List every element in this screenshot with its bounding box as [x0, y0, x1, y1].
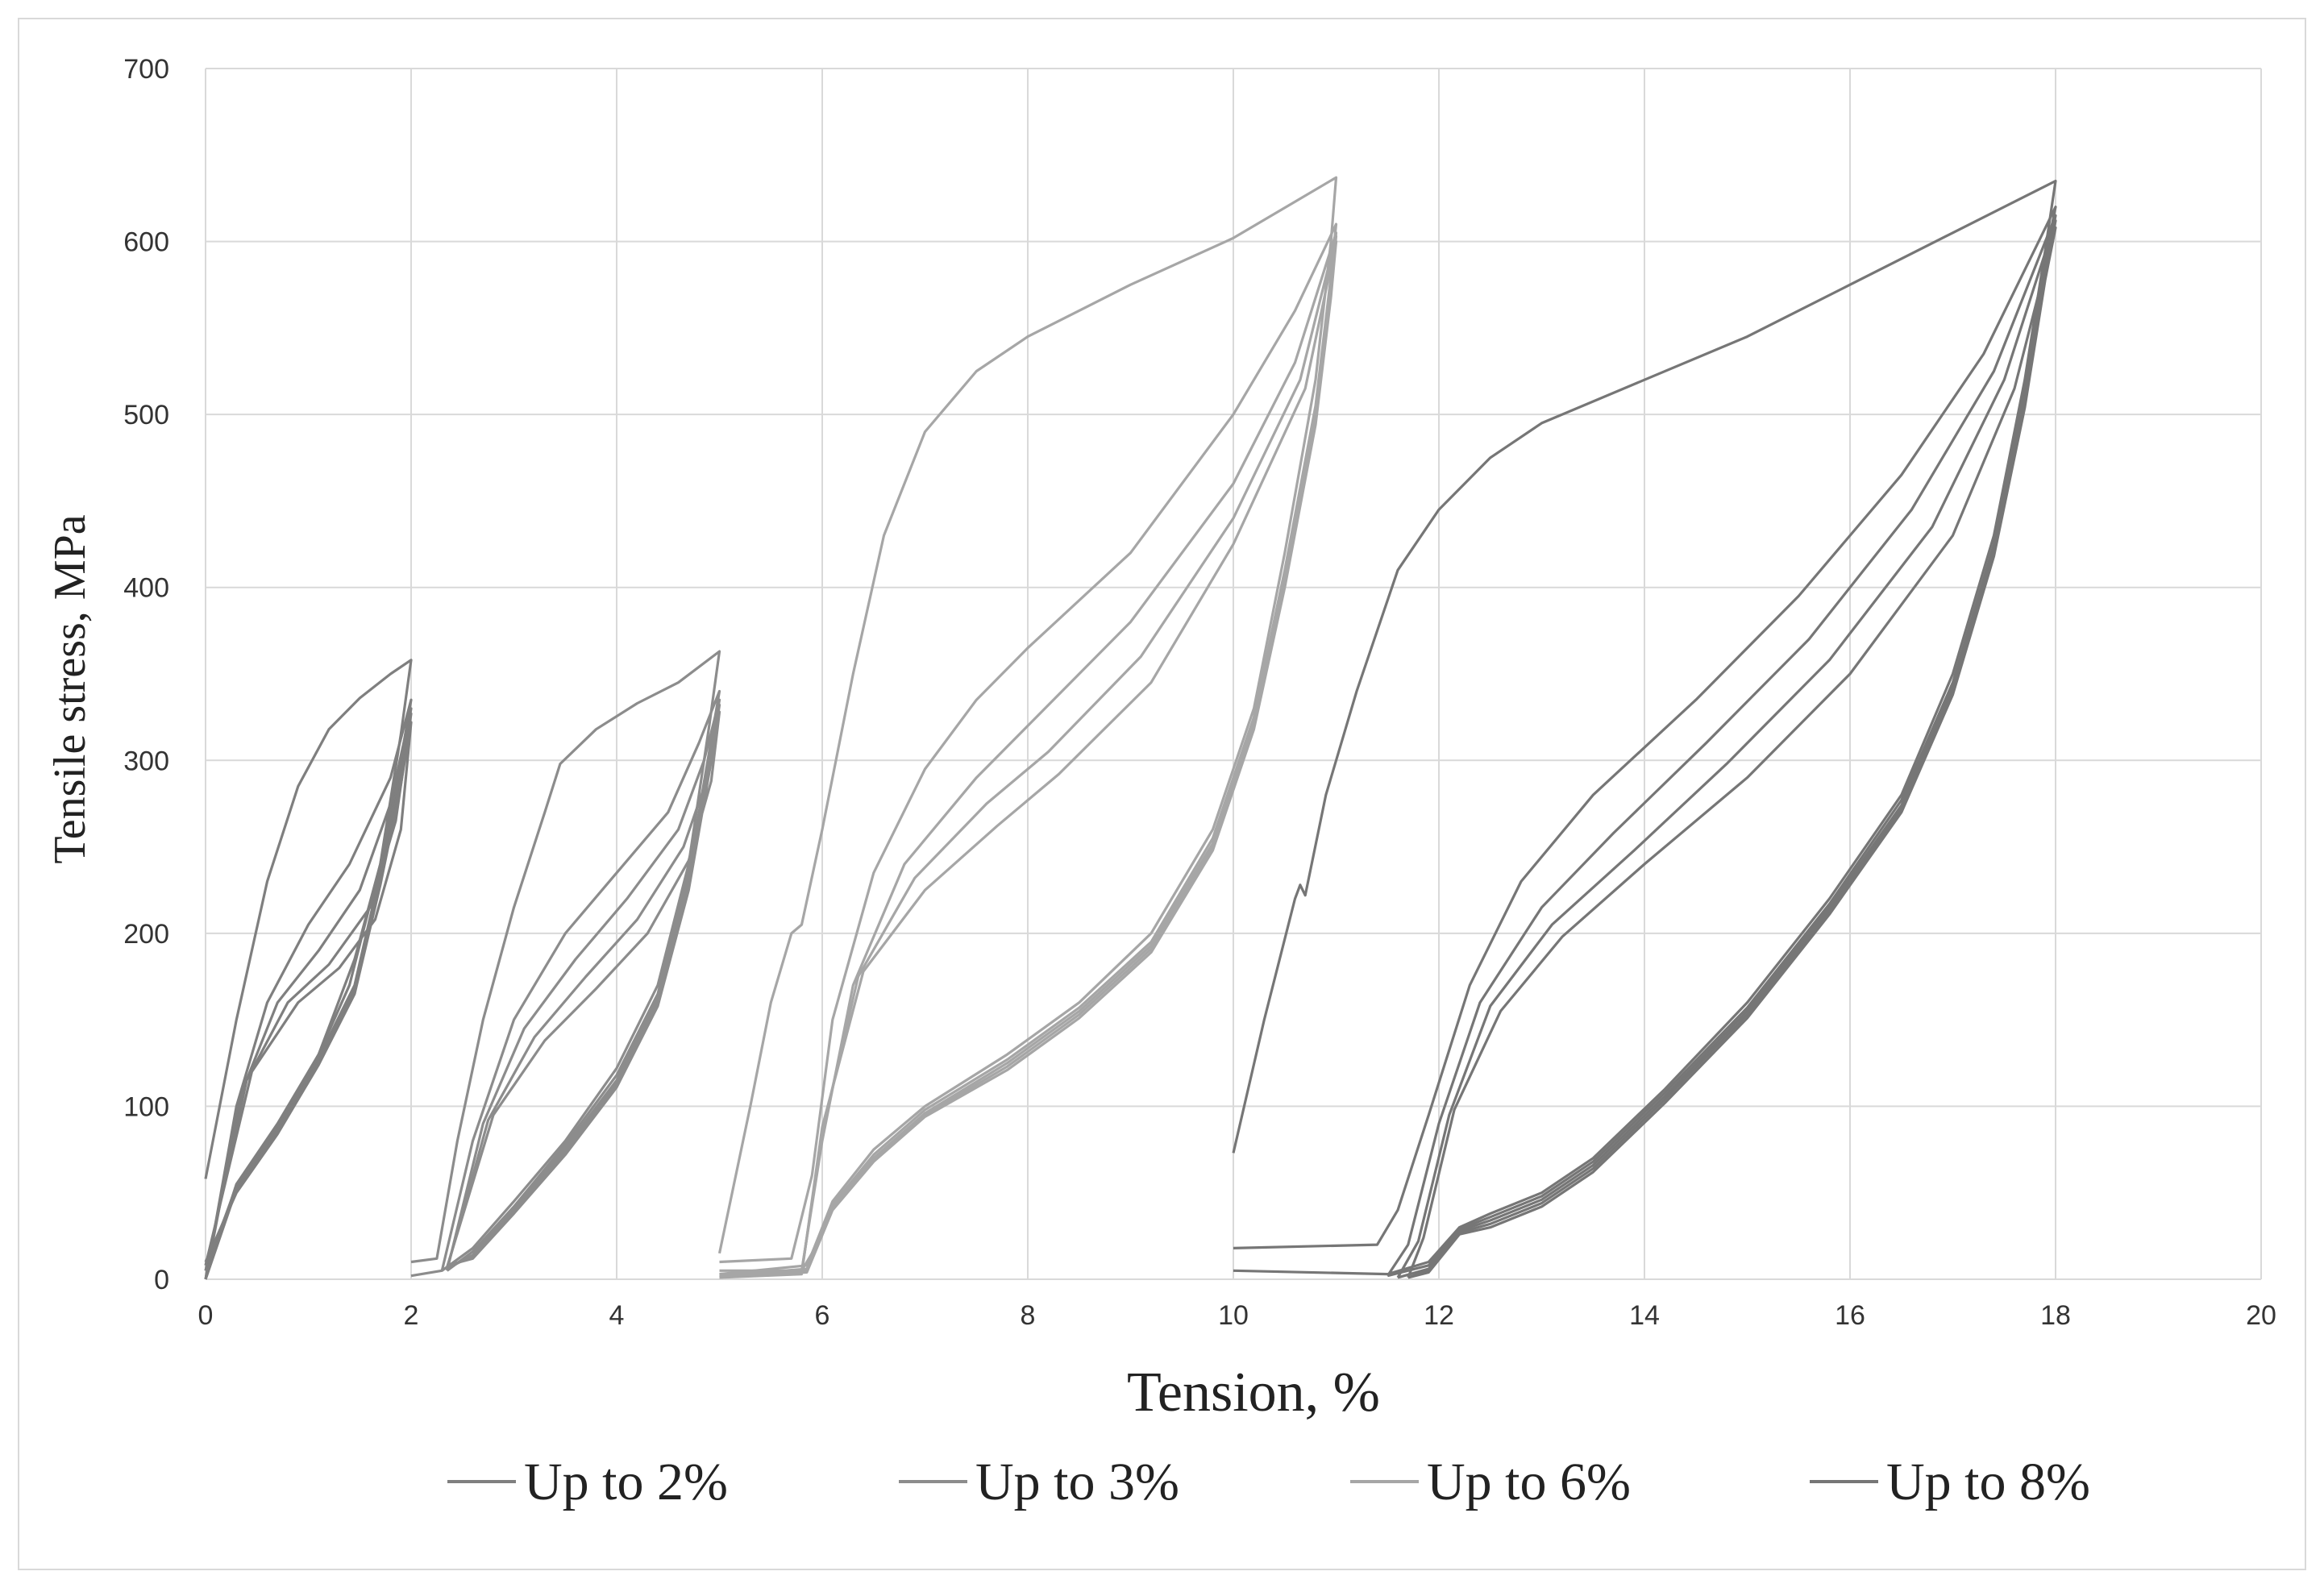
loading-cycle-line — [446, 698, 721, 1271]
loading-cycle-line — [1386, 214, 2057, 1279]
y-tick-label: 0 — [154, 1265, 169, 1295]
y-tick-labels: 0 100 200 300 400 500 600 700 — [123, 54, 169, 1295]
legend-item-up-to-2: Up to 2% — [447, 1453, 728, 1511]
y-tick-label: 100 — [123, 1091, 169, 1122]
y-tick-label: 300 — [123, 746, 169, 776]
x-tick-label: 14 — [1629, 1300, 1660, 1331]
y-axis-title: Tensile stress, MPa — [45, 514, 95, 863]
series-up-to-8 — [1232, 179, 2057, 1279]
x-tick-label: 16 — [1835, 1300, 1865, 1331]
legend-item-up-to-8: Up to 8% — [1810, 1453, 2090, 1511]
x-tick-label: 0 — [198, 1300, 214, 1331]
y-tick-label: 700 — [123, 54, 169, 85]
x-tick-label: 20 — [2246, 1300, 2276, 1331]
gridlines — [205, 68, 2262, 1280]
loading-cycle-line — [410, 650, 721, 1278]
loading-cycle-line — [1232, 179, 2057, 1276]
y-tick-label: 200 — [123, 919, 169, 950]
x-tick-label: 8 — [1021, 1300, 1036, 1331]
legend-label: Up to 3% — [975, 1453, 1179, 1511]
series-up-to-2 — [204, 659, 413, 1280]
x-tick-label: 4 — [609, 1300, 625, 1331]
legend-item-up-to-3: Up to 3% — [899, 1453, 1179, 1511]
loading-cycle-line — [1407, 226, 2057, 1279]
x-tick-label: 10 — [1218, 1300, 1249, 1331]
legend-item-up-to-6: Up to 6% — [1350, 1453, 1631, 1511]
loading-cycle-line — [1233, 206, 2057, 1278]
legend-label: Up to 2% — [524, 1453, 728, 1511]
loading-cycle-line — [1396, 219, 2057, 1279]
series-up-to-3 — [410, 650, 721, 1278]
loading-cycle-line — [717, 176, 1338, 1272]
y-tick-label: 400 — [123, 573, 169, 604]
legend: Up to 2% Up to 3% Up to 6% Up to 8% — [447, 1453, 2090, 1511]
x-tick-label: 12 — [1424, 1300, 1454, 1331]
series-layer — [204, 176, 2057, 1280]
x-tick-label: 6 — [815, 1300, 830, 1331]
y-tick-label: 600 — [123, 227, 169, 258]
series-up-to-6 — [717, 176, 1338, 1279]
x-tick-label: 18 — [2040, 1300, 2071, 1331]
loading-cycle-line — [204, 721, 413, 1266]
x-axis-title: Tension, % — [1127, 1361, 1380, 1424]
x-tick-labels: 0 2 4 6 8 10 12 14 16 18 20 — [198, 1300, 2276, 1331]
x-tick-label: 2 — [404, 1300, 419, 1331]
loading-cycle-line — [719, 240, 1338, 1279]
legend-label: Up to 8% — [1886, 1453, 2090, 1511]
y-tick-label: 500 — [123, 400, 169, 430]
loading-cycle-line — [446, 710, 721, 1268]
legend-label: Up to 6% — [1427, 1453, 1631, 1511]
